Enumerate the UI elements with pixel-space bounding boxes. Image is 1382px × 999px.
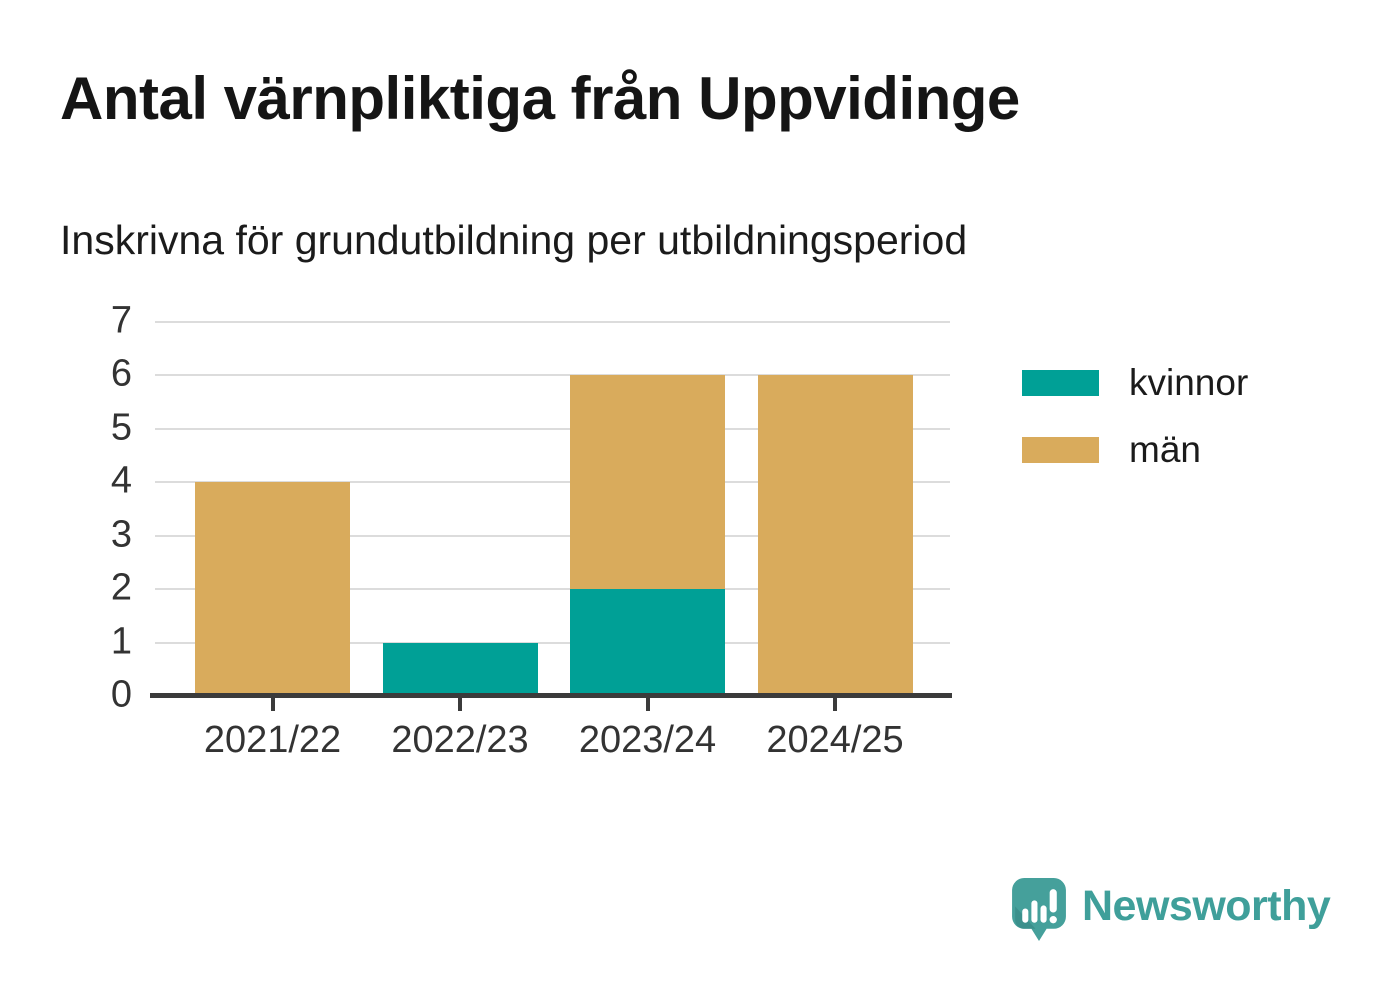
- bar-segment-män: [570, 375, 725, 590]
- gridline: [155, 534, 950, 537]
- y-axis-tick-label: 5: [110, 406, 132, 449]
- plot-area: [155, 321, 950, 696]
- x-axis-tick-label: 2021/22: [203, 719, 342, 761]
- legend-swatch-man: [1022, 436, 1099, 463]
- gridline: [155, 641, 950, 644]
- legend: kvinnor män: [1022, 364, 1248, 468]
- x-axis-tick-label: 2022/23: [391, 719, 529, 761]
- legend-item-kvinnor: kvinnor: [1022, 364, 1248, 401]
- branding-name: Newsworthy: [1082, 882, 1331, 930]
- legend-swatch-kvinnor: [1022, 369, 1099, 396]
- x-axis-tick-mark: [833, 698, 837, 711]
- x-axis-tick-mark: [458, 698, 462, 711]
- y-axis-tick-label: 6: [110, 352, 132, 395]
- bar-segment-män: [757, 375, 913, 696]
- gridline: [155, 374, 950, 377]
- chart-title: Antal värnpliktiga från Uppvidinge: [60, 65, 1020, 132]
- y-axis-tick-label: 4: [110, 459, 132, 502]
- bar-segment-kvinnor: [382, 642, 538, 696]
- newsworthy-speech-bubble-bar-chart-icon: [1012, 878, 1066, 946]
- legend-label: män: [1129, 429, 1201, 470]
- gridline: [155, 427, 950, 430]
- x-axis-tick-label: 2023/24: [578, 719, 717, 761]
- gridline: [155, 588, 950, 591]
- bar-segment-män: [195, 482, 350, 696]
- y-axis-tick-label: 2: [110, 566, 132, 609]
- legend-label: kvinnor: [1129, 362, 1249, 403]
- x-axis-tick-mark: [645, 698, 650, 711]
- x-axis-tick-mark: [270, 698, 275, 711]
- chart-subtitle: Inskrivna för grundutbildning per utbild…: [60, 217, 968, 263]
- gridline: [155, 481, 950, 484]
- x-axis-line: [150, 693, 952, 698]
- legend-item-man: män: [1022, 431, 1248, 468]
- bar-segment-kvinnor: [570, 589, 725, 696]
- y-axis-tick-label: 3: [110, 513, 132, 556]
- branding: Newsworthy: [1012, 878, 1331, 946]
- y-axis-tick-label: 7: [110, 299, 132, 342]
- y-axis-tick-label: 1: [110, 620, 132, 663]
- y-axis-tick-label: 0: [110, 673, 132, 716]
- x-axis-tick-label: 2024/25: [766, 719, 904, 761]
- gridline: [155, 321, 950, 323]
